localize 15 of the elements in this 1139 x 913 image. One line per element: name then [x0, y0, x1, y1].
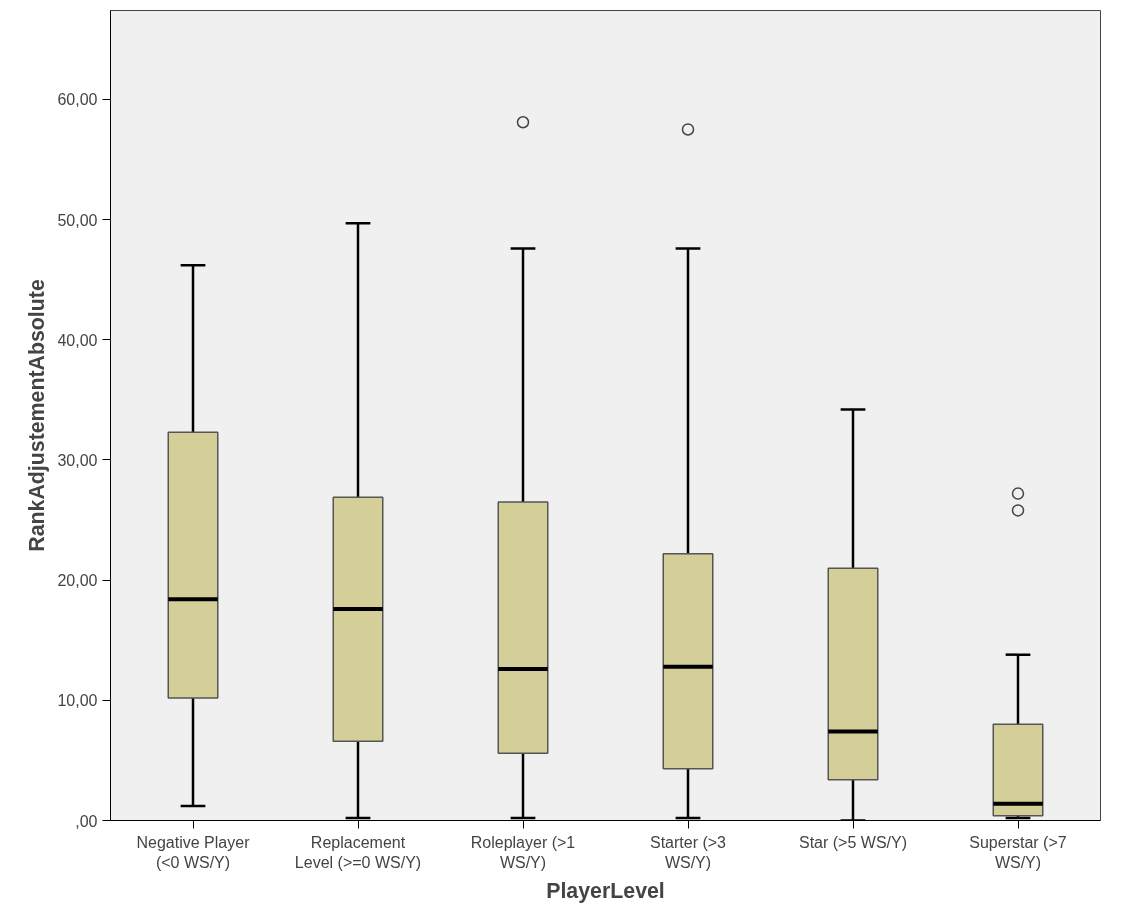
y-axis-title: RankAdjustementAbsolute	[25, 279, 50, 552]
y-tick-label: 60,00	[57, 91, 98, 109]
x-tick-label: Roleplayer (>1 WS/Y)	[470, 833, 576, 871]
x-tick-label: Starter (>3 WS/Y)	[649, 833, 727, 871]
y-tick-label: 20,00	[57, 572, 98, 590]
y-tick-label: 10,00	[57, 692, 98, 710]
x-axis-title: PlayerLevel	[546, 878, 665, 903]
y-tick-label: 50,00	[57, 211, 98, 229]
x-tick-label: Negative Player (<0 WS/Y)	[136, 833, 251, 871]
x-tick-label: Replacement Level (>=0 WS/Y)	[294, 833, 422, 871]
x-tick-label: Star (>5 WS/Y)	[798, 833, 908, 851]
y-tick-label: 40,00	[57, 331, 98, 349]
x-tick-label: Superstar (>7 WS/Y)	[969, 833, 1067, 871]
y-tick-label: 30,00	[57, 451, 98, 469]
y-tick-label: ,00	[75, 812, 98, 830]
